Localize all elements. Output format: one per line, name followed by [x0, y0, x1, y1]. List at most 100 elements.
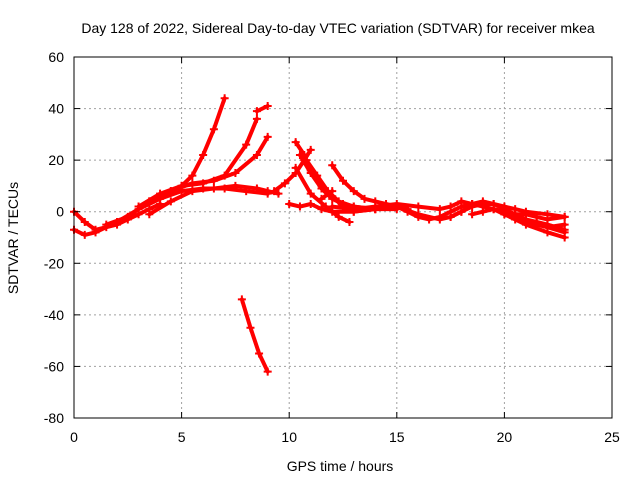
- data-point: [199, 150, 208, 159]
- y-tick-label: -40: [44, 307, 64, 323]
- data-point: [252, 114, 261, 123]
- data-point: [91, 225, 100, 234]
- data-point: [80, 218, 89, 227]
- x-tick-label: 10: [281, 429, 297, 445]
- data-point: [468, 199, 477, 208]
- data-point: [521, 210, 530, 219]
- data-point: [306, 199, 315, 208]
- y-axis-label: SDTVAR / TECUs: [5, 182, 21, 294]
- data-point: [489, 205, 498, 214]
- data-point: [270, 187, 279, 196]
- data-point: [263, 132, 272, 141]
- data-point: [188, 179, 197, 188]
- data-point: [188, 171, 197, 180]
- data-point: [560, 233, 569, 242]
- data-point: [80, 230, 89, 239]
- data-point: [414, 202, 423, 211]
- data-point: [328, 202, 337, 211]
- y-tick-label: 60: [48, 49, 64, 65]
- series-trace-17: [317, 187, 337, 203]
- plot-frame: [73, 56, 613, 419]
- tick-layer: 0 5 10 15 20 25 -80 -60 -40 -20 0 20 40 60: [44, 49, 620, 445]
- data-point: [345, 218, 354, 227]
- data-point: [252, 107, 261, 116]
- data-point: [285, 199, 294, 208]
- data-point: [291, 163, 300, 172]
- y-tick-label: -20: [44, 255, 64, 271]
- data-point: [457, 207, 466, 216]
- data-point: [313, 171, 322, 180]
- y-tick-label: 0: [56, 204, 64, 220]
- chart-title: Day 128 of 2022, Sidereal Day-to-day VTE…: [81, 20, 594, 36]
- data-point: [295, 202, 304, 211]
- data-point: [134, 202, 143, 211]
- data-point: [134, 210, 143, 219]
- data-point: [478, 197, 487, 206]
- series-trace-3: [102, 94, 229, 229]
- data-point: [252, 150, 261, 159]
- series-line: [319, 189, 335, 201]
- data-point: [246, 323, 255, 332]
- data-point: [280, 179, 289, 188]
- data-point: [295, 150, 304, 159]
- y-tick-label: 20: [48, 152, 64, 168]
- data-point: [306, 189, 315, 198]
- data-point: [532, 212, 541, 221]
- data-point: [209, 176, 218, 185]
- data-point: [102, 220, 111, 229]
- data-point: [532, 220, 541, 229]
- y-tick-label: -60: [44, 358, 64, 374]
- data-point: [188, 187, 197, 196]
- data-point: [252, 184, 261, 193]
- data-point: [231, 181, 240, 190]
- data-point: [435, 215, 444, 224]
- data-point: [446, 212, 455, 221]
- data-point: [560, 212, 569, 221]
- series-trace-6: [145, 181, 283, 219]
- x-tick-label: 5: [178, 429, 186, 445]
- data-point: [123, 212, 132, 221]
- data-point: [543, 223, 552, 232]
- data-point: [371, 205, 380, 214]
- data-point: [349, 207, 358, 216]
- data-point: [237, 295, 246, 304]
- x-tick-label: 25: [604, 429, 620, 445]
- data-point: [328, 187, 337, 196]
- data-point: [317, 194, 326, 203]
- data-point: [334, 197, 343, 206]
- data-point: [242, 140, 251, 149]
- data-point: [255, 349, 264, 358]
- series-trace-5: [145, 132, 272, 206]
- data-point: [392, 202, 401, 211]
- data-point: [302, 156, 311, 165]
- data-point: [145, 210, 154, 219]
- x-axis-label: GPS time / hours: [287, 458, 394, 474]
- data-point: [511, 210, 520, 219]
- series-trace-22: [489, 205, 569, 232]
- data-point: [468, 210, 477, 219]
- data-point: [291, 138, 300, 147]
- data-point: [339, 176, 347, 185]
- data-point: [349, 187, 358, 196]
- data-point: [435, 205, 444, 214]
- data-point: [209, 125, 218, 134]
- data-point: [560, 220, 569, 229]
- data-point: [334, 212, 343, 221]
- data-point: [274, 189, 283, 198]
- data-point: [478, 207, 487, 216]
- x-tick-label: 15: [389, 429, 405, 445]
- data-point: [317, 205, 326, 214]
- x-tick-label: 20: [497, 429, 513, 445]
- data-point: [220, 94, 229, 103]
- data-point: [328, 161, 337, 170]
- data-point: [166, 197, 175, 206]
- series-line: [239, 297, 270, 374]
- data-point: [500, 207, 509, 216]
- data-point: [263, 101, 272, 110]
- y-tick-label: 40: [48, 101, 64, 117]
- x-tick-label: 0: [70, 429, 78, 445]
- data-point: [145, 197, 154, 206]
- series-trace-8: [237, 295, 272, 376]
- data-point: [543, 215, 552, 224]
